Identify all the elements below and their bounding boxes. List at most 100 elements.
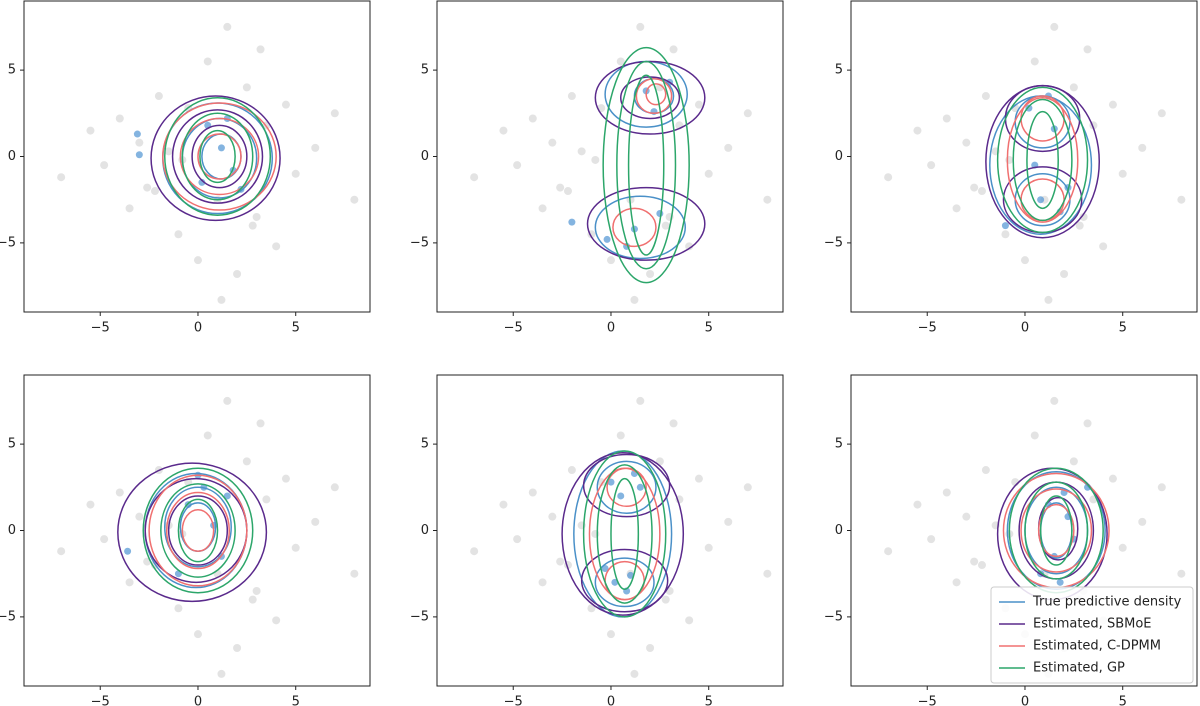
point <box>350 195 359 204</box>
point <box>154 92 163 101</box>
axes-frame <box>436 0 784 313</box>
point <box>962 512 971 521</box>
y-tick-label: −5 <box>0 235 16 250</box>
point <box>1060 269 1069 278</box>
point <box>272 616 281 625</box>
point <box>470 173 479 182</box>
contour <box>1012 98 1073 222</box>
x-tick-label: 0 <box>1021 695 1029 706</box>
point <box>942 488 951 497</box>
point <box>1069 83 1078 92</box>
highlight-point <box>1001 222 1009 230</box>
point <box>57 173 66 182</box>
point <box>1177 569 1186 578</box>
point <box>704 169 713 178</box>
y-tick-label: 5 <box>8 437 16 452</box>
contour <box>580 548 669 613</box>
point <box>636 396 645 405</box>
point <box>330 109 339 118</box>
point <box>1050 396 1059 405</box>
point <box>567 466 576 475</box>
point <box>694 474 703 483</box>
point <box>630 669 639 678</box>
contour <box>602 46 690 284</box>
point <box>252 212 261 221</box>
point <box>256 45 265 54</box>
x-tick-label: −5 <box>504 321 523 336</box>
contour <box>561 452 685 616</box>
point <box>538 578 547 587</box>
legend-label: Estimated, GP <box>1033 661 1125 676</box>
highlight-point <box>1025 104 1033 112</box>
point <box>1079 212 1088 221</box>
point <box>513 161 522 170</box>
legend-label: Estimated, C-DPMM <box>1033 639 1161 654</box>
point <box>513 535 522 544</box>
y-tick-label: 5 <box>835 437 843 452</box>
highlight-point <box>1037 196 1045 204</box>
point <box>724 143 733 152</box>
point <box>661 595 670 604</box>
y-tick-label: 5 <box>421 63 429 78</box>
highlight-point <box>636 483 644 491</box>
point <box>597 478 606 487</box>
point <box>1157 109 1166 118</box>
point <box>913 500 922 509</box>
x-tick-label: −5 <box>504 695 523 706</box>
contour <box>163 486 232 568</box>
point <box>685 242 694 251</box>
x-tick-label: 0 <box>194 695 202 706</box>
point <box>350 569 359 578</box>
point <box>1138 517 1147 526</box>
y-tick-label: 0 <box>8 149 16 164</box>
point <box>223 396 232 405</box>
point <box>669 419 678 428</box>
contour <box>150 95 281 222</box>
y-tick-label: 0 <box>421 523 429 538</box>
point <box>743 483 752 492</box>
contour <box>1039 495 1073 566</box>
point <box>115 488 124 497</box>
point <box>252 586 261 595</box>
point <box>587 604 596 613</box>
plot-area <box>884 22 1186 304</box>
x-tick-label: 0 <box>607 321 615 336</box>
legend-label: True predictive density <box>1032 595 1182 610</box>
point <box>669 45 678 54</box>
point <box>616 57 625 66</box>
point <box>86 500 95 509</box>
point <box>470 547 479 556</box>
contour <box>586 186 706 261</box>
point <box>203 431 212 440</box>
point <box>1001 230 1010 239</box>
point <box>115 114 124 123</box>
point <box>616 431 625 440</box>
point <box>942 114 951 123</box>
point <box>291 169 300 178</box>
point <box>927 161 936 170</box>
y-tick-label: 5 <box>8 63 16 78</box>
point <box>125 204 134 213</box>
contour <box>181 112 254 201</box>
point <box>1099 242 1108 251</box>
contour <box>167 495 229 566</box>
point <box>606 630 615 639</box>
point <box>694 100 703 109</box>
point <box>150 187 159 196</box>
point <box>125 578 134 587</box>
point <box>685 616 694 625</box>
panel: −5 0 5 −5 0 5 <box>0 374 371 706</box>
point <box>100 535 109 544</box>
y-tick-label: 0 <box>421 149 429 164</box>
plot-area <box>57 396 359 678</box>
x-tick-label: 5 <box>292 695 300 706</box>
point <box>927 535 936 544</box>
contour <box>582 450 667 618</box>
contour <box>191 124 248 189</box>
point <box>174 604 183 613</box>
highlight-point <box>217 144 225 152</box>
point <box>1030 431 1039 440</box>
point <box>291 543 300 552</box>
point <box>233 643 242 652</box>
plot-area <box>57 22 359 304</box>
